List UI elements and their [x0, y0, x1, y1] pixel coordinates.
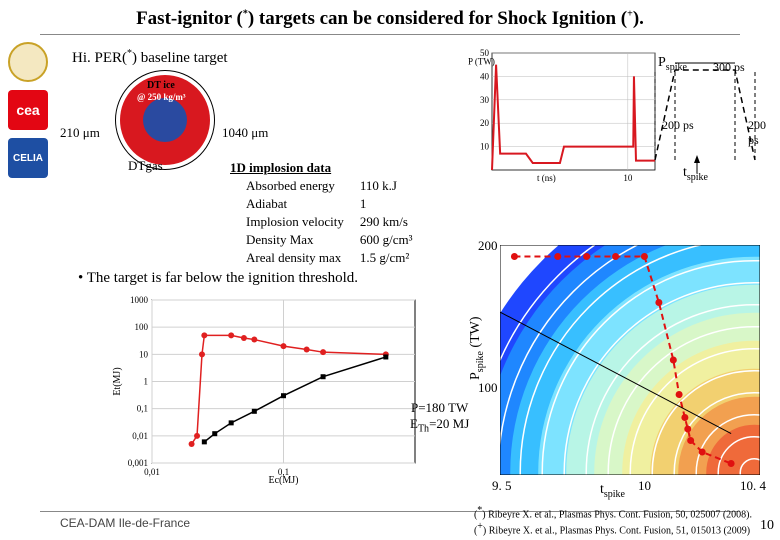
cell: 290 km/s: [360, 214, 427, 230]
page-number: 10: [760, 518, 774, 534]
svg-text:10: 10: [480, 142, 490, 152]
implosion-table: 1D implosion data Absorbed energy110 k.J…: [230, 160, 429, 268]
implosion-heading: 1D implosion data: [230, 160, 429, 176]
cell: 1.5 g/cm²: [360, 250, 427, 266]
dim-1040: 1040 μm: [222, 125, 268, 141]
svg-text:1000: 1000: [130, 295, 149, 305]
cell: Areal density max: [246, 250, 358, 266]
svg-text:100: 100: [135, 322, 149, 332]
svg-text:0,01: 0,01: [132, 431, 148, 441]
cell: Absorbed energy: [246, 178, 358, 194]
slide-title: Fast-ignitor (*) targets can be consider…: [0, 0, 780, 34]
cell: Density Max: [246, 232, 358, 248]
svg-text:40: 40: [480, 71, 490, 81]
dtgas-label: DTgas: [128, 158, 163, 174]
cell: 1: [360, 196, 427, 212]
cell: Adiabat: [246, 196, 358, 212]
svg-text:0,01: 0,01: [144, 467, 160, 477]
p-line2: ETh=20 MJ: [410, 416, 469, 435]
pspike-y-axis: Pspike (TW): [468, 317, 486, 381]
t5: ).: [633, 8, 644, 29]
svg-text:0,1: 0,1: [137, 404, 148, 414]
ref1: (*) Ribeyre X. et al., Plasmas Phys. Con…: [474, 505, 752, 520]
svg-text:30: 30: [480, 95, 490, 105]
logo-column: cea CELIA: [8, 42, 56, 186]
svg-text:1: 1: [144, 377, 149, 387]
colormap: [500, 245, 760, 475]
tspike-x-axis: tspike: [600, 482, 625, 500]
content-area: Hi. PER(*) baseline target DT ice @ 250 …: [60, 40, 770, 510]
spike-shape: [650, 55, 770, 175]
ll-chart: 0,0010,010,111010010000,010,1Ec(MJ)Et(MJ…: [110, 295, 420, 485]
tsx-sub: spike: [604, 489, 625, 500]
t3: ) targets can be considered for Shock Ig…: [248, 8, 627, 29]
svg-text:20: 20: [480, 118, 490, 128]
cell: 600 g/cm³: [360, 232, 427, 248]
table-row: Absorbed energy110 k.J: [246, 178, 427, 194]
logo-cea: cea: [8, 90, 48, 130]
hiper-label: Hi. PER(*) baseline target: [72, 48, 228, 67]
t1: Fast-ignitor (: [136, 8, 243, 29]
svg-text:t (ns): t (ns): [537, 173, 556, 183]
cell: 110 k.J: [360, 178, 427, 194]
p-line1: P=180 TW: [410, 400, 469, 416]
table-row: Density Max600 g/cm³: [246, 232, 427, 248]
logo-institution: [8, 42, 48, 82]
dt-ice-label: DT ice: [147, 80, 175, 91]
title-rule: [40, 34, 740, 35]
density-label: @ 250 kg/m³: [137, 92, 186, 102]
footer-left: CEA-DAM Ile-de-France: [60, 516, 190, 530]
table-row: Adiabat1: [246, 196, 427, 212]
footer-refs: (*) Ribeyre X. et al., Plasmas Phys. Con…: [474, 505, 752, 536]
table-row: Areal density max1.5 g/cm²: [246, 250, 427, 266]
p-annotation: P=180 TW ETh=20 MJ: [410, 400, 469, 435]
svg-text:P (TW): P (TW): [468, 57, 495, 67]
ptw-chart: 1020304050P (TW)10t (ns): [460, 48, 660, 198]
ylab200: 200: [478, 238, 498, 254]
target-diagram: DT ice @ 250 kg/m³: [115, 70, 215, 170]
cell: Implosion velocity: [246, 214, 358, 230]
xlab-9.5: 9. 5: [492, 478, 512, 494]
target-dt-gas: [143, 98, 187, 142]
xlab-10: 10: [638, 478, 651, 494]
xlab-10.4: 10. 4: [740, 478, 766, 494]
svg-text:Et(MJ): Et(MJ): [112, 367, 123, 395]
eth-sub: Th: [418, 424, 429, 435]
psy-sub: spike: [475, 351, 486, 372]
dim-210: 210 μm: [60, 125, 100, 141]
ylab100: 100: [478, 380, 498, 396]
ref2: (+) Ribeyre X. et al., Plasmas Phys. Con…: [474, 521, 752, 536]
logo-celia: CELIA: [8, 138, 48, 178]
svg-text:10: 10: [623, 173, 633, 183]
hl3: ) baseline target: [132, 50, 228, 66]
svg-text:10: 10: [139, 349, 149, 359]
table-row: Implosion velocity290 km/s: [246, 214, 427, 230]
bullet-text: • The target is far below the ignition t…: [78, 270, 358, 287]
hl1: Hi. PER(: [72, 50, 127, 66]
svg-text:Ec(MJ): Ec(MJ): [269, 475, 299, 485]
